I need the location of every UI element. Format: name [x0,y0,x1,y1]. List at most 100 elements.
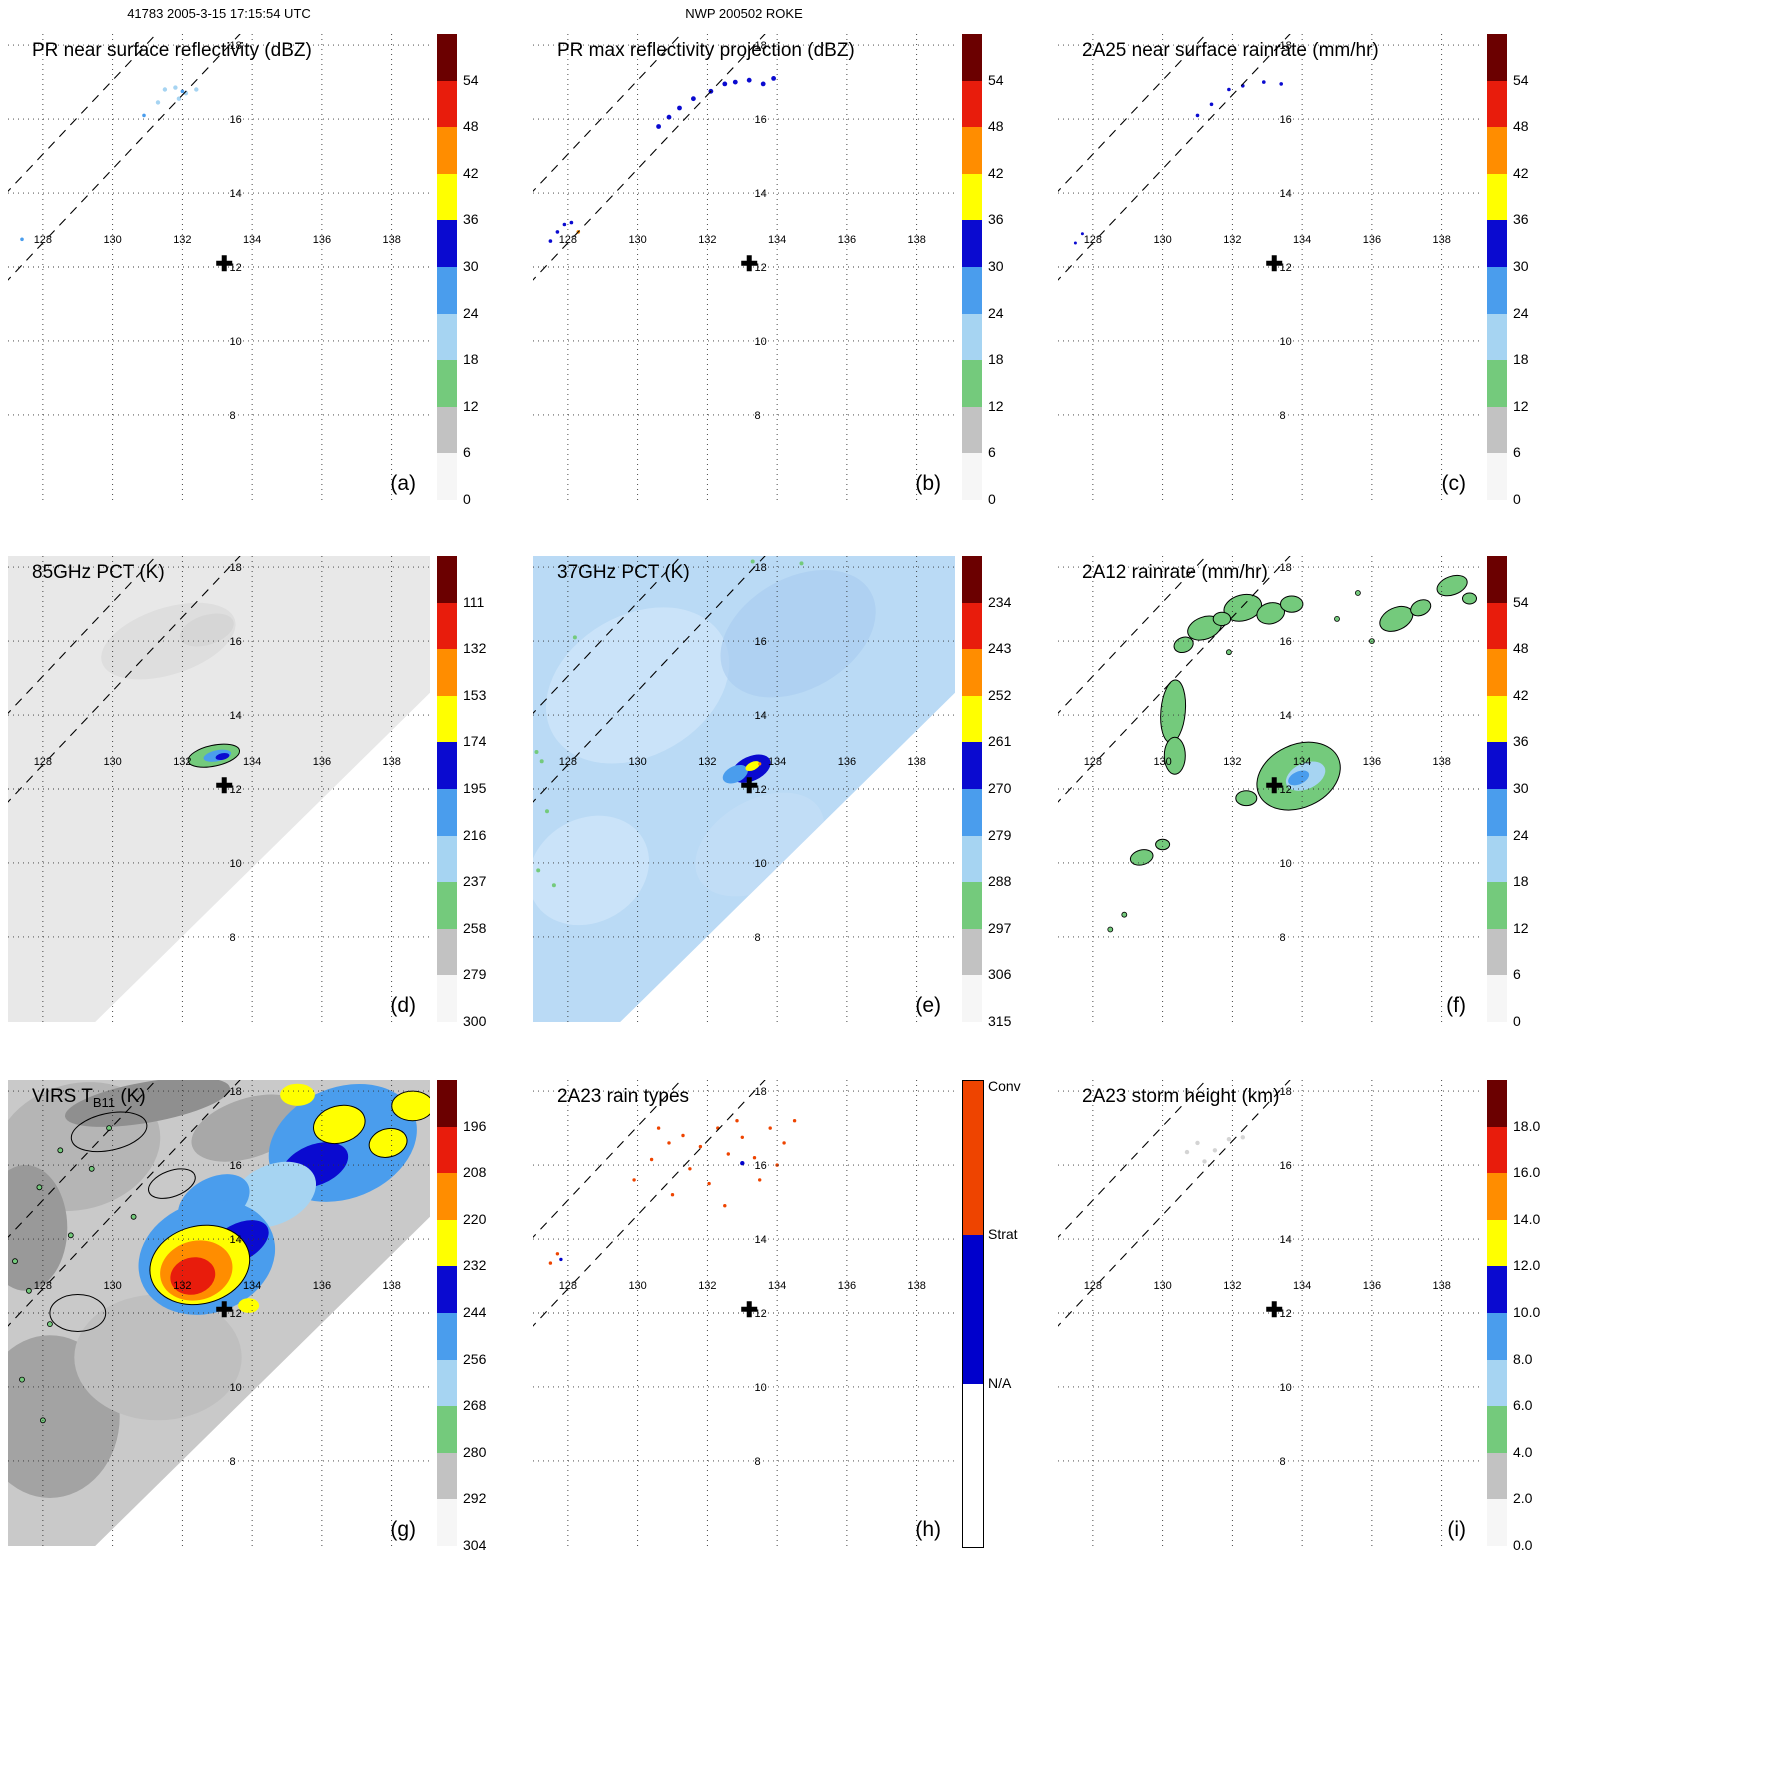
storm-center-cross [741,777,758,794]
panel-title-h: 2A23 rain types [557,1086,690,1107]
colorbar-tick-label: 12 [988,397,1004,414]
colorbar-tick-label: 10.0 [1513,1304,1541,1320]
colorbar-tick-label: 0 [463,491,471,507]
colorbar-tick-label: 279 [988,826,1012,843]
map-feature [280,1083,315,1106]
colorbar-segment [437,602,457,650]
lon-label: 128 [559,756,577,768]
colorbar-strip [437,556,457,1022]
map-feature [88,1165,95,1172]
map-feature [698,1144,703,1149]
colorbar-tick-label: 261 [988,733,1012,750]
map-d: 128 130 132 134 136 138 8 10 12 14 16 18 85GHz PCT … [8,556,430,1022]
map-feature [130,1213,137,1220]
map-feature [1334,616,1340,622]
colorbar-c: 0 6 12 18 24 30 36 42 48 54 [1480,34,1580,507]
colorbar-tick-label: 12 [1513,397,1529,414]
map-feature [1163,736,1186,775]
colorbar-segment [962,788,982,836]
colorbar-segment [962,406,982,454]
colorbar-tick-label: 4.0 [1513,1443,1533,1460]
lat-label: 16 [1279,114,1291,126]
map-feature [1195,1140,1200,1146]
colorbar-segment [437,1219,457,1267]
colorbar-tick-label: Conv [988,1078,1021,1094]
map-feature [142,113,146,118]
lat-label: 16 [229,636,241,648]
lon-label: 134 [768,1280,786,1292]
colorbar-tick-label: 54 [1513,71,1529,88]
colorbar-tick-label: 270 [988,780,1012,796]
storm-center-cross [741,255,758,272]
colorbar-tick-label: 18 [988,351,1004,368]
colorbar-tick-label: 30 [463,258,479,274]
panel-letter-e: (e) [915,994,941,1017]
map-feature [722,764,748,784]
map-feature [656,1126,661,1130]
panel-title-c: 2A25 near surface rainrate (mm/hr) [1082,40,1379,61]
lat-label: 12 [754,262,766,274]
lon-label: 128 [1084,756,1102,768]
colorbar-tick-label: 0 [988,491,996,507]
colorbar-segment [962,266,982,314]
lon-label: 130 [103,756,121,768]
colorbar-segment [437,928,457,976]
lat-label: 16 [229,1160,241,1172]
feature-layer [8,1080,430,1499]
map-feature [1073,241,1077,245]
lat-label: 12 [229,262,241,274]
colorbar-tick-label: 232 [463,1257,487,1274]
map-feature [533,815,650,926]
storm-center-cross [1266,777,1283,794]
colorbar-tick-label: 54 [1513,593,1529,610]
storm-header: NWP 200502 ROKE [685,6,803,21]
map-feature [539,759,544,764]
pr-swath-line [533,34,682,192]
colorbar-segment [437,556,457,603]
lon-label: 132 [698,1280,716,1292]
colorbar-segment [437,34,457,81]
colorbar-segment [1487,649,1507,696]
map-feature [194,87,199,92]
map-feature [688,1167,692,1171]
lat-label: 8 [229,932,235,944]
storm-center-cross [216,1301,233,1318]
colorbar-segment [962,556,982,603]
map-feature [8,1164,68,1291]
lon-label: 132 [698,756,716,768]
map-feature [551,883,556,888]
lat-label: 10 [229,1382,241,1394]
lat-label: 8 [1279,1456,1285,1468]
colorbar-tick-label: 153 [463,686,487,703]
colorbar-segment [1487,742,1507,789]
colorbar-segment [1487,34,1507,81]
lon-label: 132 [1223,756,1241,768]
lon-label: 136 [1363,234,1381,246]
lat-label: 16 [754,636,766,648]
colorbar-segment [437,173,457,221]
colorbar-tick-label: 244 [463,1304,487,1320]
map-feature [313,1104,366,1145]
map-feature [368,1127,408,1158]
panel-letter-a: (a) [390,472,416,495]
pr-swath-line [8,1080,157,1238]
lat-label: 18 [1279,562,1291,574]
lat-label: 12 [754,1308,766,1320]
map-f: 128 130 132 134 136 138 8 10 12 14 16 18 2A12 rainr… [1058,556,1480,1022]
map-feature [562,222,567,227]
colorbar-strip [962,556,982,1022]
lon-label: 138 [1432,234,1450,246]
lat-label: 10 [1279,336,1291,348]
colorbar-tick-label: 48 [1513,118,1529,135]
colorbar-segment [437,1080,457,1127]
colorbar-segment [437,266,457,314]
map-feature [1129,849,1154,866]
map-feature [667,1141,671,1145]
lon-label: 134 [1293,1280,1311,1292]
colorbar-segment [1487,406,1507,454]
colorbar-tick-label: 18.0 [1513,1117,1541,1134]
lat-label: 18 [1279,1086,1291,1098]
colorbar-tick-label: 2.0 [1513,1490,1533,1507]
colorbar-tick-label: 18 [1513,351,1529,368]
lon-label: 130 [628,756,646,768]
